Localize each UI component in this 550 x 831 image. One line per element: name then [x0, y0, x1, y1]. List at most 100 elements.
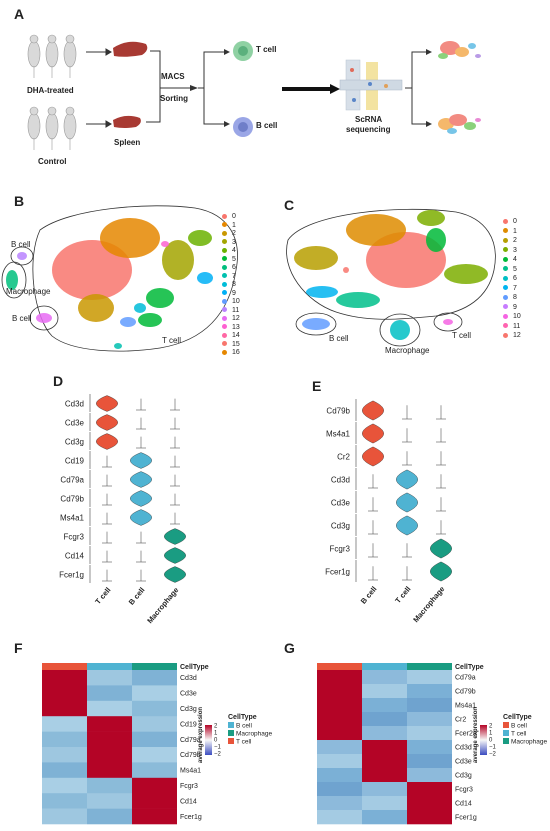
cluster-label: 8	[232, 281, 236, 288]
cluster-cloud	[302, 318, 330, 330]
heatmap-cell	[42, 777, 87, 794]
heatmap-gene-label: Cd3e	[180, 691, 197, 698]
cluster-color-dot	[222, 239, 227, 245]
cluster-cloud	[100, 218, 160, 258]
heatmap-scale-tick: 0	[489, 738, 493, 744]
cluster-legend-item: 11	[503, 323, 520, 333]
cluster-cloud	[134, 303, 146, 313]
cluster-cloud	[390, 320, 410, 340]
heatmap-legend-title: CellType	[228, 714, 257, 721]
label-scrna: ScRNA	[355, 115, 383, 124]
heatmap-legend-swatch	[228, 738, 234, 744]
violin-gene-label: Fcer1g	[59, 571, 84, 580]
cluster-cloud	[444, 264, 488, 284]
heatmap-gene-label: Cd19	[180, 721, 197, 728]
heatmap-scale-tick: 1	[489, 731, 493, 737]
violin-gene-label: Cd19	[65, 457, 85, 466]
label-spleen: Spleen	[114, 138, 141, 147]
heatmap-g: CellType Cd79a Cd79b Ms4a1 Cr2 Fcer2a Cd3d Cd3e…	[317, 663, 548, 825]
cluster-legend-item: 14	[222, 332, 240, 341]
cluster-label: 6	[232, 264, 236, 271]
cluster-label: 5	[513, 265, 517, 273]
mini-umap-b	[438, 114, 481, 134]
heatmap-cell	[407, 726, 452, 741]
cluster-legend-item: 5	[222, 256, 236, 265]
cluster-legend-item: 10	[503, 313, 521, 323]
heatmap-legend-label: Macrophage	[236, 731, 273, 738]
heatmap-gene-label: Cd79b	[180, 752, 201, 759]
panel-label-a: A	[14, 6, 25, 22]
heatmap-cell	[407, 740, 452, 755]
cluster-label: 10	[232, 298, 240, 305]
umap-panel-b	[1, 205, 238, 352]
cluster-legend-item: 4	[503, 256, 517, 266]
heatmap-cell	[317, 796, 362, 811]
cluster-legend-item: 1	[222, 222, 236, 231]
violin-gene-label: Cd3g	[65, 438, 84, 447]
cluster-legend-item: 3	[503, 247, 517, 257]
label-control: Control	[38, 157, 67, 166]
cluster-label: 14	[232, 332, 240, 339]
cluster-color-dot	[503, 294, 508, 300]
violin-shape	[164, 566, 186, 583]
outline-t-cell-c	[286, 208, 496, 320]
heatmap-header-cell	[407, 663, 452, 670]
heatmap-cell	[42, 747, 87, 763]
heatmap-cell	[362, 782, 407, 797]
heatmap-scale-title: average expression	[198, 707, 204, 763]
heatmap-cell	[362, 726, 407, 741]
heatmap-cell	[407, 698, 452, 713]
cluster-color-dot	[222, 222, 227, 228]
cluster-cloud	[417, 210, 445, 226]
cluster-legend-item: 11	[222, 307, 239, 316]
cluster-cloud	[52, 240, 132, 300]
cluster-legend-item: 0	[222, 213, 236, 222]
heatmap-header-label: CellType	[180, 664, 209, 671]
heatmap-cell	[407, 768, 452, 783]
heatmap-color-scale	[480, 725, 487, 755]
annotation-t-cell-b: T cell	[162, 336, 181, 345]
cluster-legend-item: 12	[503, 332, 521, 342]
heatmap-header-cell	[87, 663, 132, 670]
cluster-color-dot	[503, 228, 508, 234]
violin-shape	[96, 395, 118, 412]
heatmap-cell	[42, 808, 87, 825]
annotation-b-cell-top: B cell	[11, 240, 31, 249]
cluster-legend-item: 6	[503, 275, 517, 285]
cluster-label: 0	[513, 218, 517, 225]
mini-umap-t	[438, 41, 481, 59]
cluster-color-dot	[222, 341, 227, 347]
heatmap-cell	[87, 808, 132, 825]
heatmap-header-cell	[42, 663, 87, 670]
heatmap-cell	[87, 716, 132, 732]
heatmap-scale-tick: −2	[214, 752, 222, 758]
violin-gene-label: Ms4a1	[60, 514, 85, 523]
heatmap-gene-label: Cd3d	[180, 675, 197, 682]
violin-gene-label: Cd3d	[331, 476, 350, 485]
sequencer-icon	[339, 59, 403, 111]
heatmap-cell	[362, 740, 407, 755]
violin-plot-d: Cd3d Cd3e Cd3g Cd19 Cd79a Cd79b Ms4a1 Fcgr3 Cd14…	[59, 394, 186, 625]
violin-shape	[130, 471, 152, 488]
panel-label-b: B	[14, 193, 25, 209]
annotation-macrophage-b: Macrophage	[6, 287, 51, 296]
cluster-color-dot	[503, 237, 508, 243]
heatmap-gene-label: Cd79b	[455, 689, 476, 696]
cluster-label: 2	[513, 237, 517, 244]
violin-shape	[130, 452, 152, 469]
heatmap-cell	[87, 700, 132, 717]
cluster-legend-item: 9	[222, 290, 236, 299]
panel-label-g: G	[284, 640, 295, 656]
cluster-color-dot	[503, 285, 508, 291]
cluster-cloud	[146, 288, 174, 308]
cluster-label: 3	[513, 246, 517, 254]
heatmap-cell	[317, 740, 362, 755]
cluster-color-dot	[503, 256, 508, 262]
violin-shape	[130, 490, 152, 507]
label-macs: MACS	[161, 72, 185, 81]
heatmap-cell	[407, 712, 452, 727]
cluster-cloud	[120, 317, 136, 327]
heatmap-cell	[317, 726, 362, 741]
cluster-color-dot	[222, 332, 227, 338]
heatmap-cell	[87, 762, 132, 779]
